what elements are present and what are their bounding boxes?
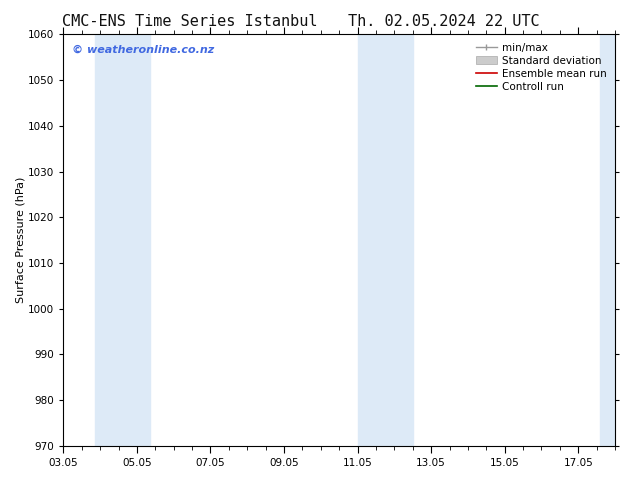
Text: Th. 02.05.2024 22 UTC: Th. 02.05.2024 22 UTC bbox=[348, 14, 540, 29]
Legend: min/max, Standard deviation, Ensemble mean run, Controll run: min/max, Standard deviation, Ensemble me… bbox=[472, 39, 611, 96]
Bar bbox=[600, 34, 615, 446]
Y-axis label: Surface Pressure (hPa): Surface Pressure (hPa) bbox=[15, 177, 25, 303]
Text: CMC-ENS Time Series Istanbul: CMC-ENS Time Series Istanbul bbox=[63, 14, 318, 29]
Text: © weatheronline.co.nz: © weatheronline.co.nz bbox=[72, 45, 214, 54]
Bar bbox=[94, 34, 150, 446]
Bar bbox=[358, 34, 413, 446]
